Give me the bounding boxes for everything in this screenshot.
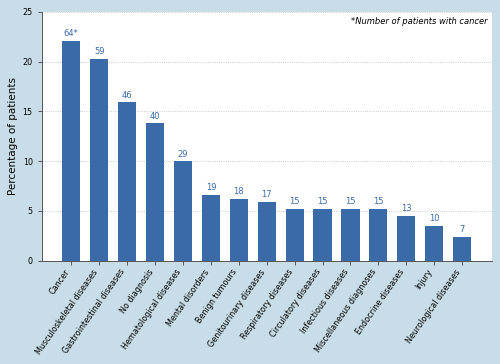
Bar (342, 209, 359, 261)
Bar (202, 195, 220, 261)
Text: 18: 18 (234, 187, 244, 197)
Bar (62, 41, 80, 261)
Text: 13: 13 (401, 204, 411, 213)
Text: 19: 19 (206, 183, 216, 193)
Text: 29: 29 (178, 150, 188, 159)
Text: 7: 7 (460, 225, 465, 234)
Bar (397, 216, 415, 261)
Text: *Number of patients with cancer: *Number of patients with cancer (350, 17, 487, 26)
Text: 46: 46 (122, 91, 132, 100)
Bar (230, 199, 248, 261)
Y-axis label: Percentage of patients: Percentage of patients (8, 77, 18, 195)
Text: 59: 59 (94, 47, 104, 56)
Text: 10: 10 (429, 214, 440, 223)
Text: 15: 15 (373, 197, 384, 206)
Bar (258, 202, 276, 261)
Bar (425, 226, 444, 261)
Bar (314, 209, 332, 261)
Bar (370, 209, 388, 261)
Bar (174, 161, 192, 261)
Bar (453, 237, 471, 261)
Text: 15: 15 (290, 197, 300, 206)
Text: 40: 40 (150, 112, 160, 121)
Text: 15: 15 (318, 197, 328, 206)
Bar (146, 123, 164, 261)
Text: 15: 15 (345, 197, 356, 206)
Bar (286, 209, 304, 261)
Text: 17: 17 (262, 190, 272, 199)
Bar (90, 59, 108, 261)
Text: 64*: 64* (64, 29, 78, 38)
Bar (118, 102, 136, 261)
